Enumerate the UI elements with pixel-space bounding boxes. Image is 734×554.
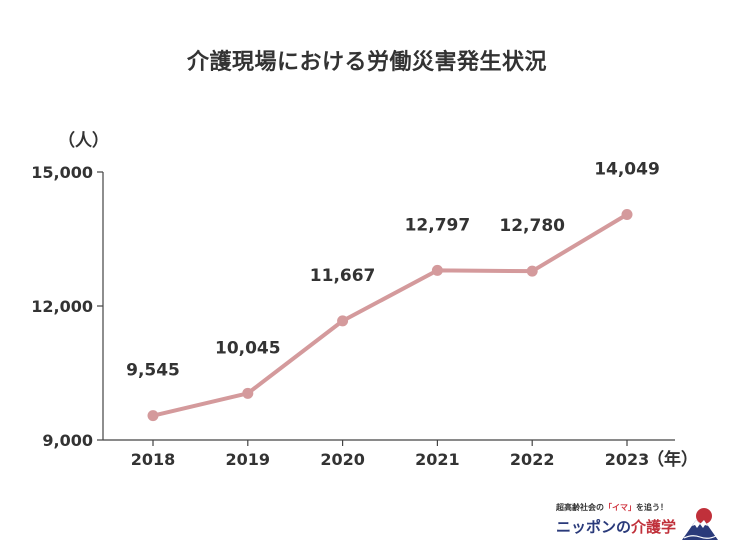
x-tick-label: 2022 — [510, 450, 555, 469]
x-axis-unit-label: （年） — [647, 449, 698, 470]
data-label: 9,545 — [126, 361, 180, 381]
y-tick-label: 15,000 — [31, 163, 93, 182]
data-point — [621, 208, 633, 220]
data-label: 11,667 — [310, 266, 376, 286]
x-tick-label: 2019 — [226, 450, 271, 469]
series-line — [151, 212, 629, 418]
x-tick-label: 2020 — [320, 450, 365, 469]
data-label: 10,045 — [215, 338, 281, 358]
data-point — [431, 264, 443, 276]
data-point — [147, 410, 159, 422]
chart-title: 介護現場における労働災害発生状況 — [186, 50, 547, 75]
data-label: 12,780 — [499, 216, 565, 236]
y-tick-label: 9,000 — [42, 431, 93, 450]
x-tick-label: 2018 — [131, 450, 176, 469]
data-point — [242, 387, 254, 399]
brand-logo-block: 超高齢社会の「イマ」を追う！ ニッポンの介護学 — [556, 500, 726, 546]
data-label: 14,049 — [594, 159, 660, 179]
data-label: 12,797 — [405, 215, 471, 235]
y-tick-label: 12,000 — [31, 297, 93, 316]
data-point — [337, 315, 349, 327]
x-tick-label: 2023 — [605, 450, 650, 469]
y-axis-unit-label: （人） — [58, 130, 109, 151]
data-point — [526, 265, 538, 277]
brand-name: ニッポンの介護学 — [556, 518, 677, 536]
mount-fuji-sun-icon — [682, 508, 718, 540]
x-tick-label: 2021 — [415, 450, 460, 469]
brand-tagline: 超高齢社会の「イマ」を追う！ — [556, 503, 668, 512]
